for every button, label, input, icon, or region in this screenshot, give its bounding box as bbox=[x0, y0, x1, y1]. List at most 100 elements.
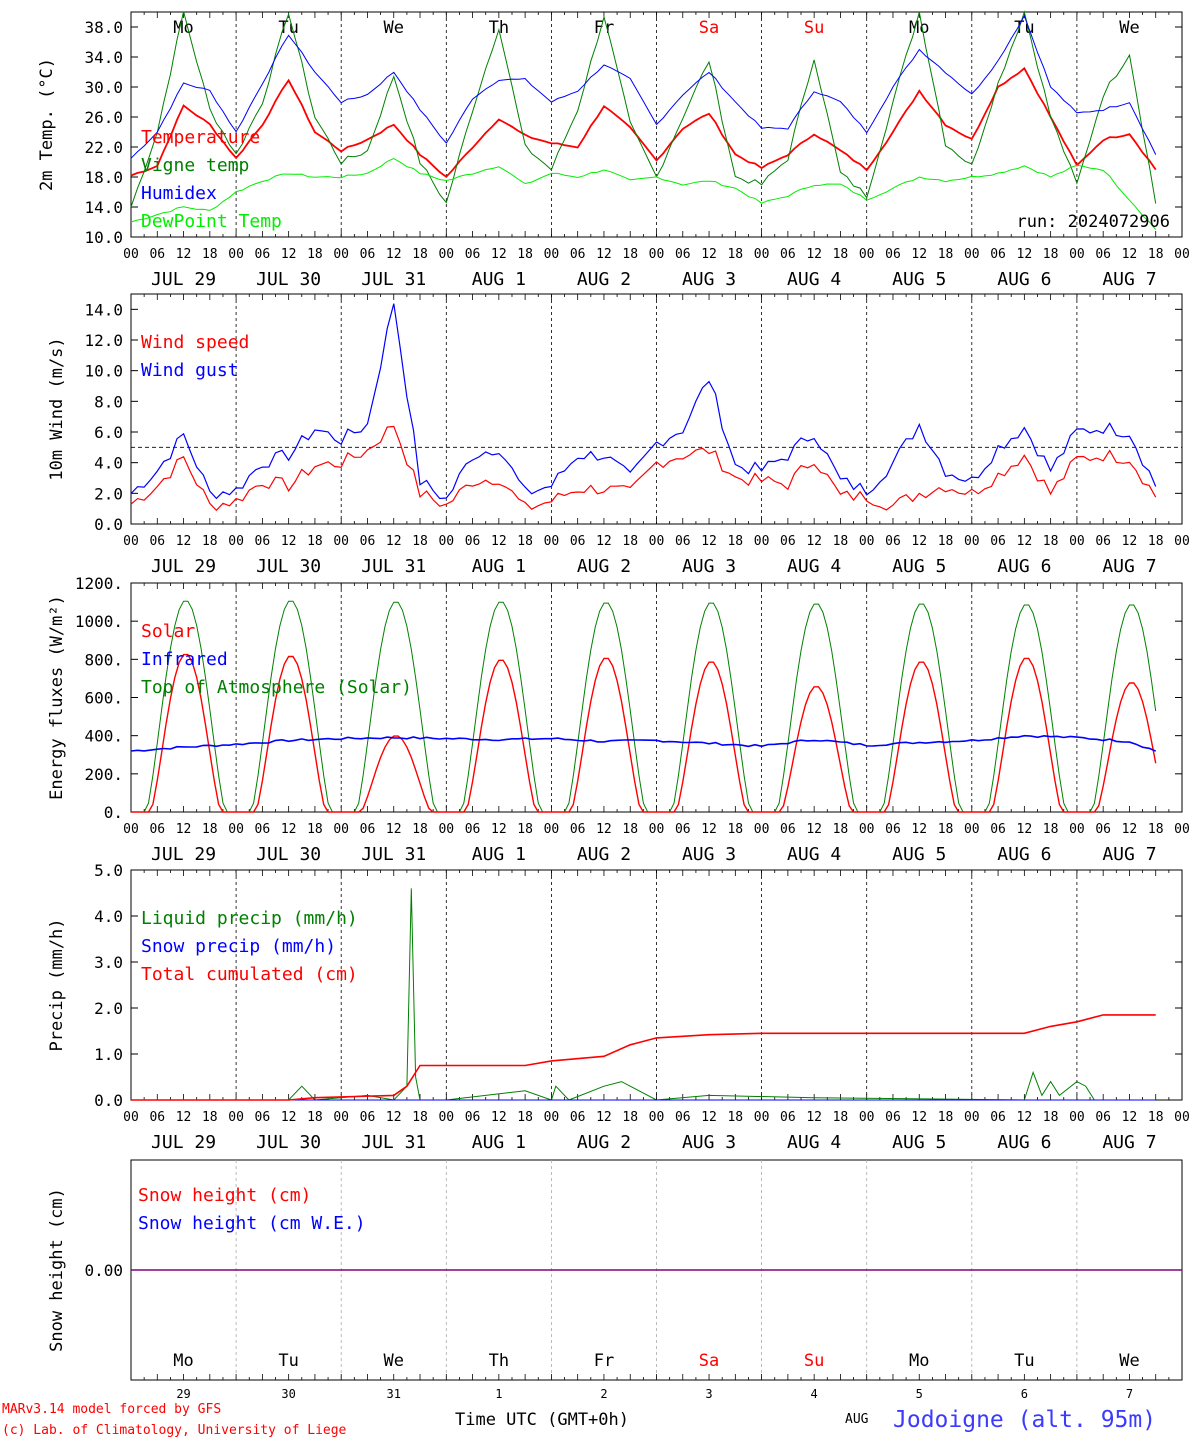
weekday-label: Sa bbox=[699, 1351, 719, 1371]
day-number-label: 2 bbox=[600, 1387, 607, 1401]
x-date-label: JUL 30 bbox=[256, 1132, 321, 1153]
legend-wind-speed: Wind speed bbox=[141, 332, 249, 353]
x-date-label: JUL 30 bbox=[256, 844, 321, 865]
x-date-label: JUL 31 bbox=[361, 844, 426, 865]
y-axis-label: Energy fluxes (W/m²) bbox=[47, 595, 67, 800]
series-line-toa-solar bbox=[131, 600, 1157, 813]
x-date-label: JUL 29 bbox=[151, 844, 216, 865]
x-hour-label: 12 bbox=[596, 822, 612, 837]
x-date-label: AUG 2 bbox=[577, 844, 631, 865]
x-hour-label: 18 bbox=[622, 247, 638, 262]
x-hour-label: 18 bbox=[1043, 822, 1059, 837]
day-number-label: 31 bbox=[387, 1387, 401, 1401]
x-hour-label: 18 bbox=[307, 822, 323, 837]
meteogram-panels: 10.014.018.022.026.030.034.038.02m Temp.… bbox=[37, 10, 1190, 1401]
x-hour-label: 12 bbox=[491, 534, 507, 549]
weekday-label: We bbox=[1119, 1351, 1139, 1371]
x-hour-label: 12 bbox=[491, 247, 507, 262]
weekday-label: Su bbox=[804, 1351, 824, 1371]
x-hour-label: 12 bbox=[911, 247, 927, 262]
x-date-label: AUG 6 bbox=[997, 1132, 1051, 1153]
x-hour-label: 18 bbox=[202, 534, 218, 549]
run-label: run: 2024072906 bbox=[1016, 212, 1170, 232]
x-hour-label: 18 bbox=[727, 247, 743, 262]
x-hour-label: 06 bbox=[570, 247, 586, 262]
legend-wind-gust: Wind gust bbox=[141, 360, 239, 381]
x-hour-label: 18 bbox=[202, 1110, 218, 1125]
y-tick-label: 5.0 bbox=[94, 861, 123, 880]
x-hour-label: 06 bbox=[990, 1110, 1006, 1125]
x-hour-label: 00 bbox=[964, 1110, 980, 1125]
x-hour-label: 12 bbox=[386, 822, 402, 837]
x-hour-label: 06 bbox=[990, 247, 1006, 262]
x-hour-label: 00 bbox=[1069, 247, 1085, 262]
panel-4: 0.00 Snow height (cm) Snow height (cm) Snow… bbox=[47, 1159, 1183, 1401]
legend-solar: Solar bbox=[141, 621, 195, 642]
x-hour-label: 00 bbox=[333, 1110, 349, 1125]
x-hour-label: 06 bbox=[570, 534, 586, 549]
day-number-label: 1 bbox=[495, 1387, 502, 1401]
legend-total-cumulated-cm-: Total cumulated (cm) bbox=[141, 964, 358, 985]
x-hour-label: 06 bbox=[255, 247, 271, 262]
x-hour-label: 18 bbox=[833, 534, 849, 549]
x-date-label: JUL 29 bbox=[151, 269, 216, 290]
x-hour-label: 00 bbox=[649, 1110, 665, 1125]
x-hour-label: 12 bbox=[281, 247, 297, 262]
x-hour-label: 12 bbox=[701, 534, 717, 549]
x-hour-label: 12 bbox=[1017, 1110, 1033, 1125]
y-tick-label: 0.0 bbox=[94, 515, 123, 534]
x-hour-label: 18 bbox=[938, 822, 954, 837]
y-tick-label: 0. bbox=[104, 803, 123, 822]
x-date-label: AUG 5 bbox=[892, 269, 946, 290]
weekday-label: Mo bbox=[909, 18, 929, 38]
month-label: AUG bbox=[845, 1412, 869, 1427]
x-hour-label: 00 bbox=[1174, 247, 1190, 262]
legend-top-of-atmosphere-solar-: Top of Atmosphere (Solar) bbox=[141, 677, 412, 698]
x-hour-label: 18 bbox=[622, 822, 638, 837]
series-line-humidex bbox=[130, 14, 1157, 159]
day-number-label: 29 bbox=[176, 1387, 190, 1401]
weekday-label: Fr bbox=[594, 18, 614, 38]
x-hour-label: 06 bbox=[255, 534, 271, 549]
day-number-label: 30 bbox=[281, 1387, 295, 1401]
x-hour-label: 00 bbox=[754, 534, 770, 549]
x-hour-label: 18 bbox=[517, 822, 533, 837]
x-hour-label: 12 bbox=[911, 534, 927, 549]
x-date-label: JUL 30 bbox=[256, 269, 321, 290]
x-hour-label: 12 bbox=[176, 822, 192, 837]
day-number-label: 6 bbox=[1021, 1387, 1028, 1401]
x-date-label: AUG 4 bbox=[787, 1132, 841, 1153]
x-hour-label: 06 bbox=[780, 822, 796, 837]
x-hour-label: 18 bbox=[833, 822, 849, 837]
y-tick-label: 14.0 bbox=[84, 198, 123, 217]
x-hour-label: 18 bbox=[938, 1110, 954, 1125]
panel-3: 0.0 1.0 2.0 3.0 4.0 5.0 Precip (mm/h) 00 06 12 18 0… bbox=[47, 861, 1190, 1153]
x-hour-label: 12 bbox=[386, 1110, 402, 1125]
x-hour-label: 18 bbox=[307, 247, 323, 262]
x-hour-label: 12 bbox=[281, 534, 297, 549]
x-date-label: AUG 2 bbox=[577, 1132, 631, 1153]
y-tick-label: 400. bbox=[84, 727, 123, 746]
weekday-label: Sa bbox=[699, 18, 719, 38]
series-line-wind-speed bbox=[130, 425, 1157, 512]
x-date-label: AUG 7 bbox=[1102, 269, 1156, 290]
y-tick-label: 2.0 bbox=[94, 484, 123, 503]
x-hour-label: 00 bbox=[228, 247, 244, 262]
day-number-label: 5 bbox=[916, 1387, 923, 1401]
x-hour-label: 12 bbox=[596, 1110, 612, 1125]
x-hour-label: 00 bbox=[754, 822, 770, 837]
y-tick-label: 34.0 bbox=[84, 48, 123, 67]
x-hour-label: 00 bbox=[1069, 822, 1085, 837]
x-hour-label: 12 bbox=[1122, 1110, 1138, 1125]
x-hour-label: 12 bbox=[806, 534, 822, 549]
x-hour-label: 00 bbox=[123, 1110, 139, 1125]
y-tick-label: 200. bbox=[84, 765, 123, 784]
series-line-dewpoint-temp bbox=[130, 158, 1157, 230]
x-hour-label: 18 bbox=[517, 1110, 533, 1125]
day-number-label: 3 bbox=[705, 1387, 712, 1401]
series-line-temperature bbox=[130, 66, 1157, 178]
panel-2: 0. 200. 400. 600. 800. 1000. 1200. Energy fluxe… bbox=[47, 574, 1190, 865]
x-date-label: AUG 1 bbox=[472, 556, 526, 577]
x-date-label: AUG 3 bbox=[682, 556, 736, 577]
x-hour-label: 18 bbox=[727, 822, 743, 837]
